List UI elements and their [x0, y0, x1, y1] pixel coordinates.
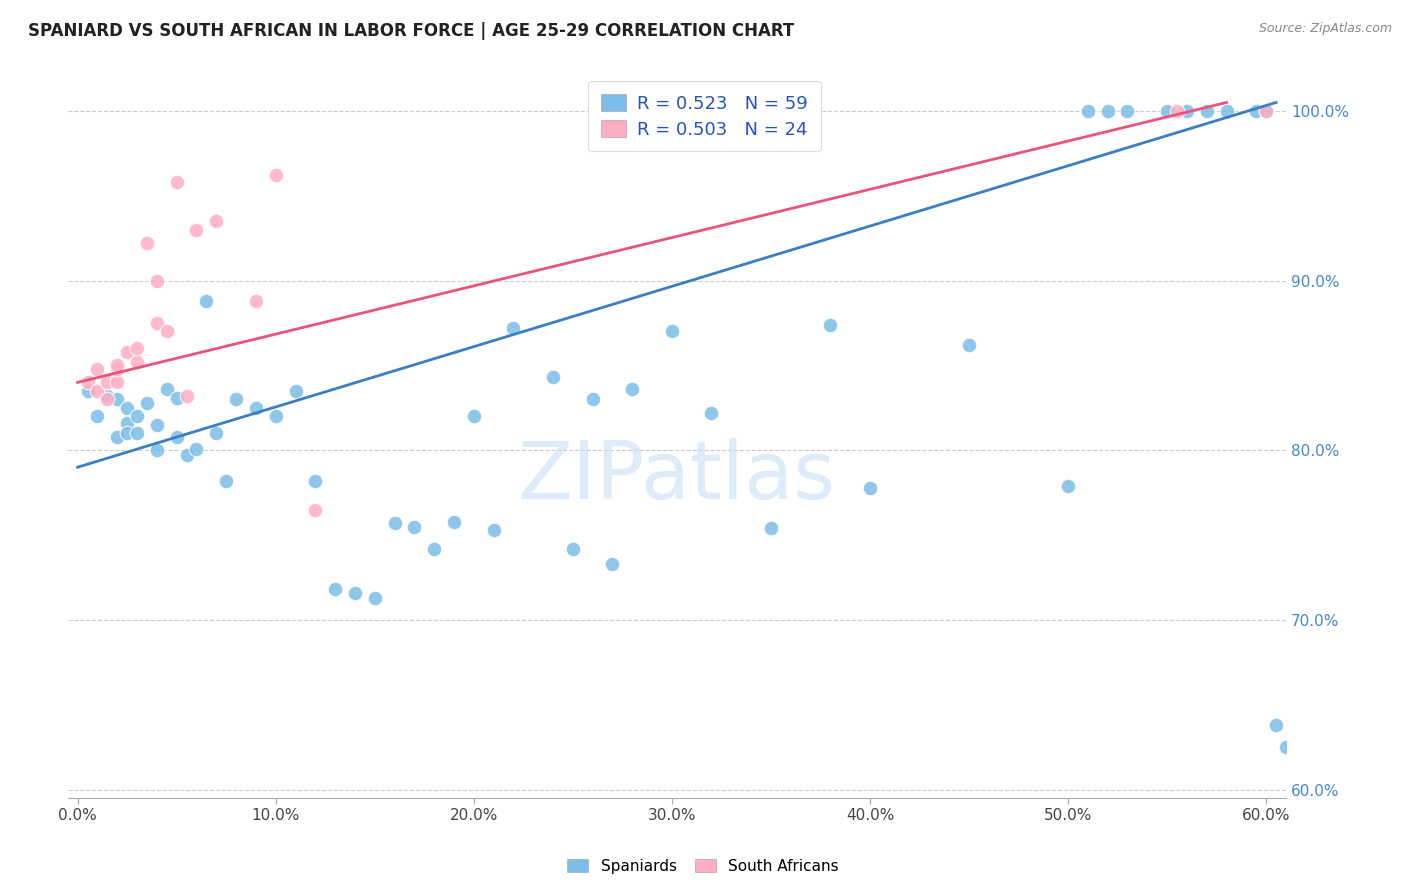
- Point: [105, 361, 128, 376]
- Point: [115, 344, 138, 359]
- Point: [96, 392, 118, 407]
- Point: [264, 169, 287, 183]
- Point: [96, 389, 118, 403]
- Point: [304, 474, 326, 488]
- Point: [264, 409, 287, 424]
- Point: [125, 409, 148, 424]
- Point: [115, 401, 138, 415]
- Point: [1166, 103, 1188, 118]
- Point: [76, 376, 98, 390]
- Point: [96, 376, 118, 390]
- Point: [1116, 103, 1139, 118]
- Point: [176, 389, 198, 403]
- Point: [156, 382, 179, 396]
- Point: [136, 236, 159, 251]
- Point: [1156, 103, 1178, 118]
- Point: [284, 384, 307, 398]
- Point: [115, 426, 138, 441]
- Point: [1265, 718, 1288, 732]
- Point: [859, 481, 882, 495]
- Point: [582, 392, 605, 407]
- Point: [384, 516, 406, 531]
- Point: [215, 474, 238, 488]
- Point: [136, 396, 159, 410]
- Point: [225, 392, 247, 407]
- Point: [105, 359, 128, 373]
- Point: [205, 214, 228, 228]
- Text: Source: ZipAtlas.com: Source: ZipAtlas.com: [1258, 22, 1392, 36]
- Point: [125, 342, 148, 356]
- Point: [1097, 103, 1119, 118]
- Point: [176, 448, 198, 462]
- Point: [661, 325, 683, 339]
- Point: [304, 502, 326, 516]
- Point: [166, 175, 188, 189]
- Point: [1077, 103, 1099, 118]
- Point: [820, 318, 842, 332]
- Legend: R = 0.523   N = 59, R = 0.503   N = 24: R = 0.523 N = 59, R = 0.503 N = 24: [588, 81, 821, 152]
- Point: [146, 274, 169, 288]
- Point: [700, 406, 723, 420]
- Point: [156, 325, 179, 339]
- Point: [146, 417, 169, 432]
- Point: [323, 582, 346, 597]
- Point: [105, 430, 128, 444]
- Point: [541, 370, 564, 384]
- Point: [463, 409, 485, 424]
- Point: [245, 401, 267, 415]
- Point: [343, 586, 366, 600]
- Point: [482, 523, 505, 537]
- Point: [1175, 103, 1198, 118]
- Point: [166, 391, 188, 405]
- Point: [1215, 103, 1237, 118]
- Point: [125, 426, 148, 441]
- Point: [125, 355, 148, 369]
- Point: [186, 442, 208, 456]
- Point: [1256, 103, 1278, 118]
- Point: [86, 409, 108, 424]
- Point: [364, 591, 387, 605]
- Point: [502, 321, 524, 335]
- Legend: Spaniards, South Africans: Spaniards, South Africans: [561, 853, 845, 880]
- Point: [195, 293, 218, 308]
- Point: [115, 416, 138, 430]
- Point: [86, 384, 108, 398]
- Point: [957, 338, 980, 352]
- Point: [1057, 479, 1080, 493]
- Point: [105, 376, 128, 390]
- Point: [146, 443, 169, 458]
- Point: [105, 392, 128, 407]
- Point: [621, 382, 644, 396]
- Point: [423, 541, 446, 556]
- Point: [146, 316, 169, 330]
- Point: [1275, 740, 1298, 755]
- Point: [1244, 103, 1267, 118]
- Point: [86, 361, 108, 376]
- Point: [166, 430, 188, 444]
- Text: SPANIARD VS SOUTH AFRICAN IN LABOR FORCE | AGE 25-29 CORRELATION CHART: SPANIARD VS SOUTH AFRICAN IN LABOR FORCE…: [28, 22, 794, 40]
- Point: [245, 293, 267, 308]
- Point: [561, 541, 583, 556]
- Point: [186, 223, 208, 237]
- Point: [602, 557, 624, 571]
- Point: [76, 384, 98, 398]
- Text: ZIPatlas: ZIPatlas: [517, 438, 837, 516]
- Point: [1195, 103, 1218, 118]
- Point: [759, 521, 782, 535]
- Point: [205, 426, 228, 441]
- Point: [404, 519, 426, 533]
- Point: [1256, 103, 1278, 118]
- Point: [443, 515, 465, 529]
